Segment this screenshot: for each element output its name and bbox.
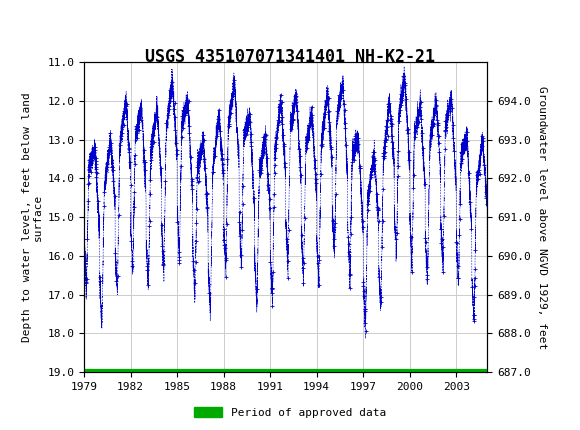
Text: USGS 435107071341401 NH-K2-21: USGS 435107071341401 NH-K2-21 [145,48,435,66]
Text: ≋USGS: ≋USGS [6,12,66,26]
Legend: Period of approved data: Period of approved data [190,403,390,422]
Y-axis label: Depth to water level, feet below land
surface: Depth to water level, feet below land su… [21,92,44,342]
Bar [2,4,34,34]
Y-axis label: Groundwater level above NGVD 1929, feet: Groundwater level above NGVD 1929, feet [537,86,548,349]
